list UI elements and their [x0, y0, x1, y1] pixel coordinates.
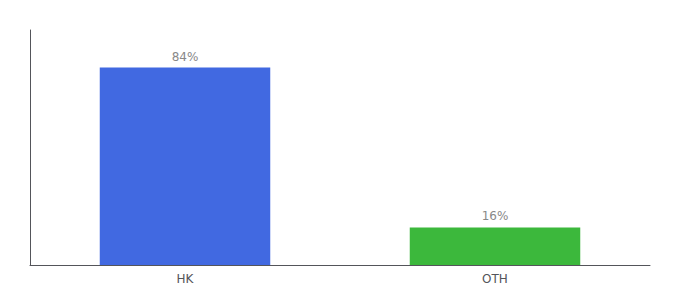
- svg-text:84%: 84%: [172, 50, 199, 64]
- svg-text:16%: 16%: [482, 209, 509, 223]
- svg-text:HK: HK: [177, 272, 195, 286]
- svg-text:OTH: OTH: [482, 272, 508, 286]
